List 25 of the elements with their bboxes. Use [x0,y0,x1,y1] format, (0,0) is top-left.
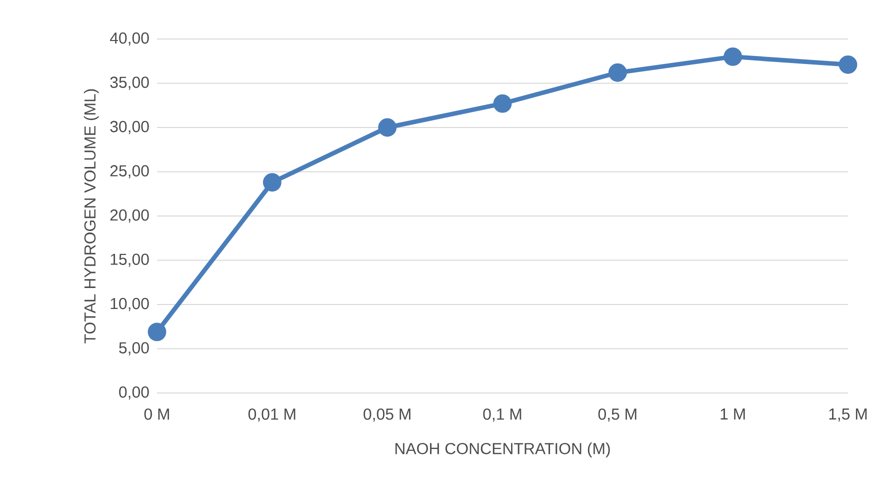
y-tick-label: 40,00 [110,32,149,46]
point [724,47,742,66]
x-tick-label: 1,5 M [829,408,867,422]
x-tick-label: 1 M [720,408,745,420]
y-tick-label: 0,00 [119,386,149,400]
x-tick-label: 0,05 M [364,408,410,422]
point [378,118,397,137]
x-tick-label: 0,1 M [483,408,522,422]
point [493,94,512,113]
y-tick-label: 5,00 [119,342,149,356]
x-tick-label: 0,01 M [248,408,296,422]
point [838,55,858,74]
y-tick-label: 35,00 [110,76,149,90]
x-axis-title: NAOH CONCENTRATION (M) [395,442,610,458]
y-tick-label: 25,00 [110,165,149,178]
y-tick-label: 10,00 [110,298,149,312]
y-tick-label: 15,00 [110,254,149,267]
y-axis-title: TOTAL HYDROGEN VOLUME (ML) [84,89,99,344]
point [148,322,166,342]
point [608,63,627,82]
x-tick-label: 0,5 M [598,408,636,422]
y-tick-label: 20,00 [110,209,149,223]
point [262,173,282,192]
y-tick-label: 30,00 [110,120,149,134]
x-tick-label: 0 M [144,408,169,420]
